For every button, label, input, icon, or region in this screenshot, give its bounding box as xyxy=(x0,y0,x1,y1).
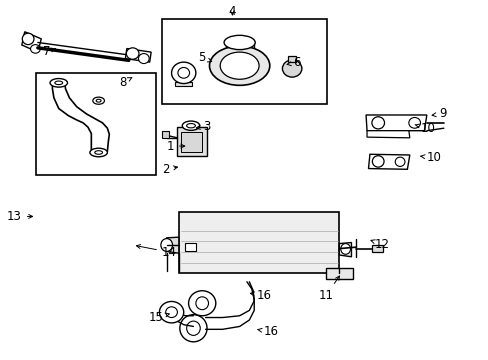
Polygon shape xyxy=(22,32,41,52)
Bar xyxy=(185,243,196,251)
Text: 8: 8 xyxy=(119,76,132,89)
Bar xyxy=(36,73,155,175)
Ellipse shape xyxy=(186,321,200,336)
Ellipse shape xyxy=(282,60,301,77)
Polygon shape xyxy=(339,243,351,257)
Ellipse shape xyxy=(159,301,183,323)
Bar xyxy=(162,131,169,138)
Bar xyxy=(179,212,339,273)
Text: 16: 16 xyxy=(257,325,278,338)
Ellipse shape xyxy=(188,291,215,316)
Text: 13: 13 xyxy=(7,210,33,223)
Ellipse shape xyxy=(138,54,149,64)
Ellipse shape xyxy=(182,121,200,130)
Ellipse shape xyxy=(178,67,189,78)
Bar xyxy=(181,132,201,152)
Ellipse shape xyxy=(180,315,206,342)
Text: 2: 2 xyxy=(162,163,177,176)
Text: 15: 15 xyxy=(148,311,169,324)
Ellipse shape xyxy=(50,78,67,87)
Ellipse shape xyxy=(22,33,34,45)
Polygon shape xyxy=(166,237,179,253)
Text: 14: 14 xyxy=(136,244,177,258)
Ellipse shape xyxy=(93,97,104,104)
Text: 4: 4 xyxy=(228,5,236,18)
Polygon shape xyxy=(125,49,151,62)
Text: 6: 6 xyxy=(286,56,300,69)
Text: 9: 9 xyxy=(431,107,446,120)
Ellipse shape xyxy=(209,46,269,85)
Polygon shape xyxy=(368,154,409,169)
Ellipse shape xyxy=(165,307,177,318)
Text: 1: 1 xyxy=(166,140,184,153)
Ellipse shape xyxy=(394,157,404,166)
Ellipse shape xyxy=(220,52,259,79)
Ellipse shape xyxy=(30,45,40,53)
Polygon shape xyxy=(366,131,409,138)
Text: 12: 12 xyxy=(370,238,389,251)
Ellipse shape xyxy=(55,81,62,85)
Ellipse shape xyxy=(408,117,420,128)
Text: 7: 7 xyxy=(42,45,56,58)
Bar xyxy=(175,82,192,86)
Bar xyxy=(177,127,206,156)
Ellipse shape xyxy=(196,297,208,310)
Ellipse shape xyxy=(96,99,101,102)
Text: 10: 10 xyxy=(414,122,434,135)
Ellipse shape xyxy=(186,123,195,128)
Bar xyxy=(287,56,295,62)
Bar xyxy=(325,268,352,279)
Ellipse shape xyxy=(371,117,384,129)
Ellipse shape xyxy=(224,35,255,50)
Ellipse shape xyxy=(171,62,196,84)
Text: 16: 16 xyxy=(250,288,271,302)
Ellipse shape xyxy=(126,48,139,59)
Ellipse shape xyxy=(161,239,172,251)
Text: 3: 3 xyxy=(196,120,210,133)
Ellipse shape xyxy=(95,151,102,154)
Bar xyxy=(162,18,326,104)
Ellipse shape xyxy=(90,148,107,157)
Text: 11: 11 xyxy=(318,276,339,302)
Ellipse shape xyxy=(372,156,383,167)
Ellipse shape xyxy=(340,244,350,254)
Text: 5: 5 xyxy=(198,51,211,64)
Polygon shape xyxy=(366,115,426,131)
Bar xyxy=(371,245,382,252)
Text: 10: 10 xyxy=(420,151,441,165)
